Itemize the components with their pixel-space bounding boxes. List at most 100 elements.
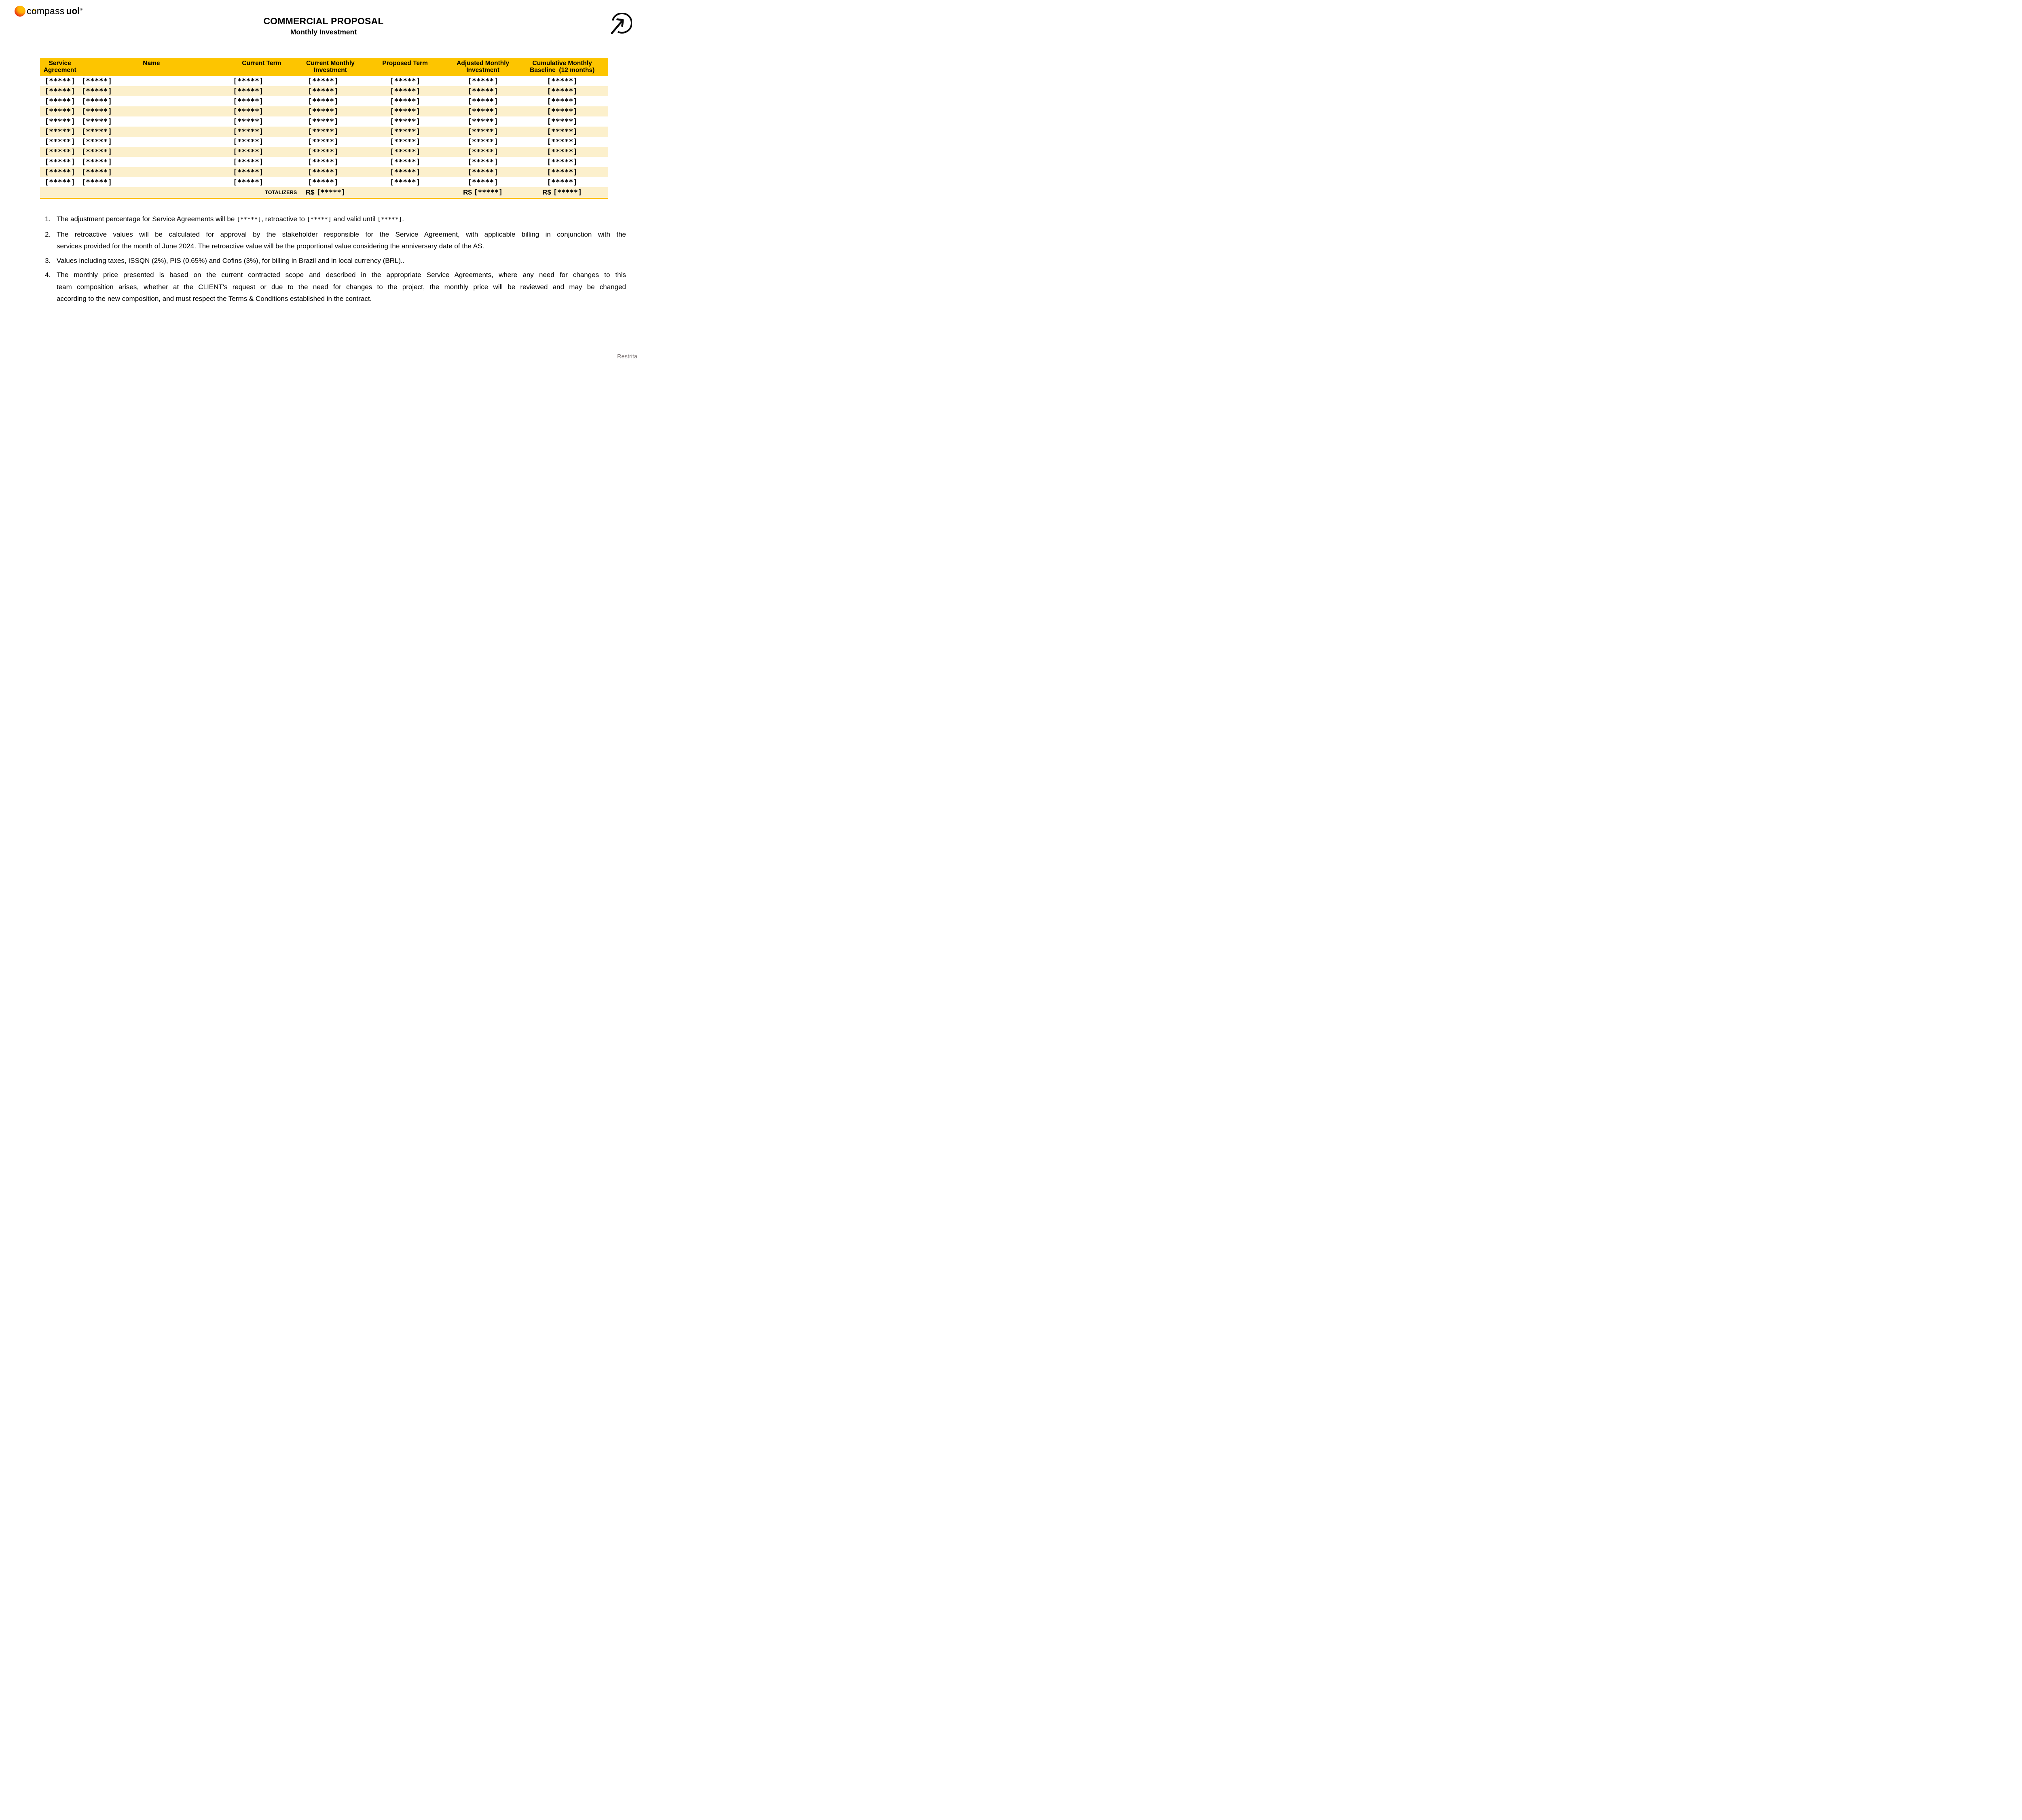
column-header-name: Name (80, 58, 223, 76)
table-row: [*****] [*****] [*****] [*****] [*****] [****… (40, 137, 608, 147)
note-line: The monthly price presented is based on … (57, 271, 626, 279)
totalizer-value-proposed_term (360, 187, 450, 199)
note-number: 2. (45, 230, 51, 238)
table-cell-proposed_term: [*****] (389, 158, 421, 166)
table-cell-cumulative_monthly_baseline: [*****] (547, 158, 578, 166)
table-row: [*****] [*****] [*****] [*****] [*****] [****… (40, 177, 608, 187)
note-line: according to the new composition, and mu… (57, 295, 372, 303)
table-cell-proposed_term: [*****] (389, 148, 421, 156)
logo-uol: uol (66, 5, 80, 16)
table-cell-name: [*****] (81, 117, 112, 126)
table-row: [*****] [*****] [*****] [*****] [*****] [****… (40, 167, 608, 177)
column-header-proposed_term: Proposed Term (360, 58, 450, 76)
table-cell-current_monthly_investment: [*****] (308, 158, 338, 166)
table-cell-proposed_term: [*****] (389, 117, 421, 126)
table-cell-adjusted_monthly_investment: [*****] (467, 87, 499, 95)
table-cell-adjusted_monthly_investment: [*****] (467, 127, 499, 136)
note-number: 3. (45, 256, 51, 265)
table-cell-service_agreement: [*****] (44, 158, 76, 166)
compass-uol-logo: compassuol® (15, 4, 82, 18)
table-cell-cumulative_monthly_baseline: [*****] (547, 127, 578, 136)
compass-uol-logo-text: compassuol® (27, 6, 82, 17)
table-cell-adjusted_monthly_investment: [*****] (467, 107, 499, 116)
table-cell-current_term: [*****] (233, 107, 264, 116)
table-cell-service_agreement: [*****] (44, 127, 76, 136)
table-cell-current_monthly_investment: [*****] (308, 148, 338, 156)
table-row: [*****] [*****] [*****] [*****] [*****] [****… (40, 86, 608, 96)
table-cell-proposed_term: [*****] (389, 127, 421, 136)
table-cell-current_term: [*****] (233, 117, 264, 126)
note-line: Values including taxes, ISSQN (2%), PIS … (57, 256, 405, 265)
note-item: 4. The monthly price presented is based o… (45, 269, 626, 305)
totalizers-label: TOTALIZERS (40, 187, 300, 199)
table-cell-service_agreement: [*****] (44, 168, 76, 176)
table-row: [*****] [*****] [*****] [*****] [*****] [****… (40, 96, 608, 106)
table-cell-current_monthly_investment: [*****] (308, 168, 338, 176)
note-line: The adjustment percentage for Service Ag… (57, 215, 404, 223)
note-item: 1. The adjustment percentage for Service … (45, 213, 626, 226)
column-header-service_agreement: Service Agreement (40, 58, 80, 76)
table-cell-cumulative_monthly_baseline: [*****] (547, 107, 578, 116)
note-item: 3. Values including taxes, ISSQN (2%), PI… (45, 255, 626, 267)
totalizer-value-adjusted_monthly_investment: R$ [*****] (449, 187, 516, 199)
table-cell-service_agreement: [*****] (44, 138, 76, 146)
slide: compassuol® COMMERCIAL PROPOSAL Monthly … (0, 0, 647, 364)
table-cell-proposed_term: [*****] (389, 168, 421, 176)
table-row: [*****] [*****] [*****] [*****] [*****] [****… (40, 127, 608, 137)
note-number: 4. (45, 271, 51, 279)
table-cell-adjusted_monthly_investment: [*****] (467, 158, 499, 166)
title-block: COMMERCIAL PROPOSAL Monthly Investment (0, 16, 647, 36)
compass-uol-sphere-icon (15, 5, 25, 17)
table-cell-adjusted_monthly_investment: [*****] (467, 77, 499, 85)
table-cell-name: [*****] (81, 127, 112, 136)
column-header-cumulative_monthly_baseline: Cumulative Monthly Baseline (12 months) (516, 58, 608, 76)
notes-list: 1. The adjustment percentage for Service … (45, 213, 626, 307)
classification-label: Restrita (617, 353, 637, 360)
table-cell-current_monthly_investment: [*****] (308, 127, 338, 136)
table-cell-cumulative_monthly_baseline: [*****] (547, 117, 578, 126)
note-number: 1. (45, 215, 51, 223)
table-cell-current_monthly_investment: [*****] (308, 138, 338, 146)
table-cell-current_term: [*****] (233, 158, 264, 166)
table-cell-cumulative_monthly_baseline: [*****] (547, 148, 578, 156)
table-cell-current_monthly_investment: [*****] (308, 87, 338, 95)
table-cell-proposed_term: [*****] (389, 87, 421, 95)
table-cell-current_monthly_investment: [*****] (308, 178, 338, 186)
table-cell-name: [*****] (81, 178, 112, 186)
table-cell-service_agreement: [*****] (44, 117, 76, 126)
table-cell-name: [*****] (81, 87, 112, 95)
table-cell-adjusted_monthly_investment: [*****] (467, 117, 499, 126)
logo-letter: c (27, 5, 32, 16)
table-cell-cumulative_monthly_baseline: [*****] (547, 168, 578, 176)
table-cell-cumulative_monthly_baseline: [*****] (547, 87, 578, 95)
table-cell-proposed_term: [*****] (389, 97, 421, 106)
table-row: [*****] [*****] [*****] [*****] [*****] [****… (40, 106, 608, 116)
table-cell-current_term: [*****] (233, 127, 264, 136)
note-item: 2. The retroactive values will be calcula… (45, 229, 626, 252)
table-cell-name: [*****] (81, 97, 112, 106)
table-cell-current_monthly_investment: [*****] (308, 77, 338, 85)
table-row: [*****] [*****] [*****] [*****] [*****] [****… (40, 76, 608, 86)
table-cell-cumulative_monthly_baseline: [*****] (547, 138, 578, 146)
table-cell-current_term: [*****] (233, 97, 264, 106)
table-cell-name: [*****] (81, 158, 112, 166)
table-row: [*****] [*****] [*****] [*****] [*****] [****… (40, 116, 608, 127)
table-cell-cumulative_monthly_baseline: [*****] (547, 178, 578, 186)
registered-trademark: ® (80, 7, 83, 11)
note-line: team composition arises, whether at the … (57, 283, 626, 291)
totalizer-value-current_monthly_investment: R$ [*****] (300, 187, 361, 199)
table-cell-adjusted_monthly_investment: [*****] (467, 178, 499, 186)
table-cell-current_monthly_investment: [*****] (308, 97, 338, 106)
table-cell-name: [*****] (81, 77, 112, 85)
table-cell-service_agreement: [*****] (44, 77, 76, 85)
table-header-row: Service Agreement Name Current Term Current … (40, 58, 608, 76)
table-cell-adjusted_monthly_investment: [*****] (467, 148, 499, 156)
table-cell-adjusted_monthly_investment: [*****] (467, 97, 499, 106)
table-cell-current_term: [*****] (233, 77, 264, 85)
table-cell-service_agreement: [*****] (44, 148, 76, 156)
table-row: [*****] [*****] [*****] [*****] [*****] [****… (40, 157, 608, 167)
table-cell-name: [*****] (81, 138, 112, 146)
table-cell-service_agreement: [*****] (44, 178, 76, 186)
table-cell-proposed_term: [*****] (389, 77, 421, 85)
table-cell-proposed_term: [*****] (389, 107, 421, 116)
